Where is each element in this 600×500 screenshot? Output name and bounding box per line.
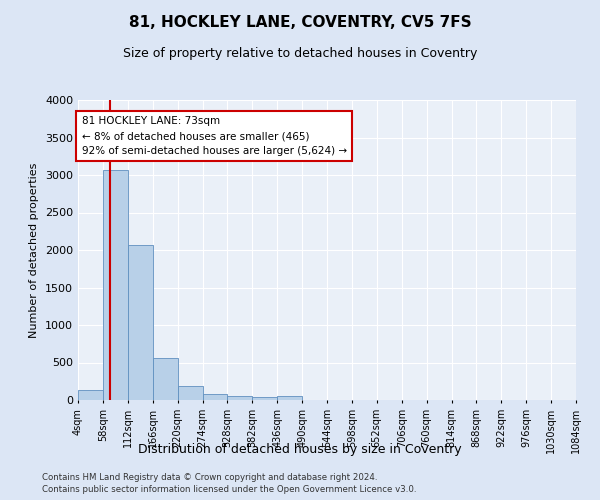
Bar (103, 170, 128, 400)
Bar (152, 358, 178, 400)
Text: Contains HM Land Registry data © Crown copyright and database right 2024.: Contains HM Land Registry data © Crown c… (42, 472, 377, 482)
Bar (78, 390, 103, 400)
Bar (227, 396, 252, 400)
Text: 81 HOCKLEY LANE: 73sqm
← 8% of detached houses are smaller (465)
92% of semi-det: 81 HOCKLEY LANE: 73sqm ← 8% of detached … (82, 116, 347, 156)
Bar (253, 396, 277, 400)
Bar (178, 386, 203, 400)
Text: Distribution of detached houses by size in Coventry: Distribution of detached houses by size … (138, 442, 462, 456)
Bar (203, 394, 227, 400)
Text: Contains public sector information licensed under the Open Government Licence v3: Contains public sector information licen… (42, 485, 416, 494)
Bar (128, 244, 152, 400)
Text: Size of property relative to detached houses in Coventry: Size of property relative to detached ho… (123, 48, 477, 60)
Bar (277, 396, 302, 400)
Text: 81, HOCKLEY LANE, COVENTRY, CV5 7FS: 81, HOCKLEY LANE, COVENTRY, CV5 7FS (128, 15, 472, 30)
Y-axis label: Number of detached properties: Number of detached properties (29, 162, 40, 338)
